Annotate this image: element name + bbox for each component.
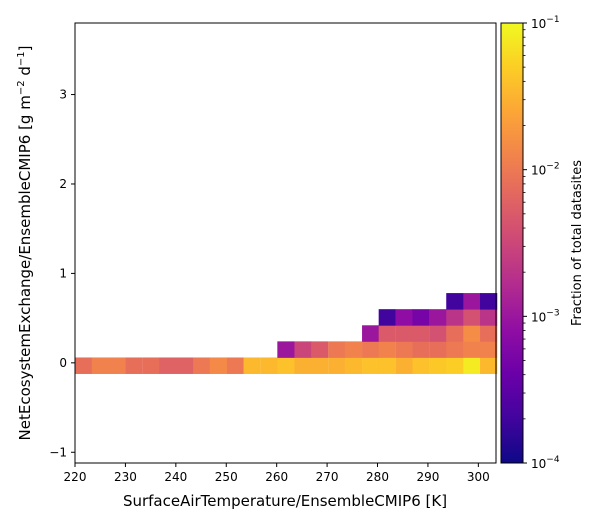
x-tick-label: 280	[366, 470, 389, 484]
heatmap-cell	[75, 357, 93, 374]
x-tick-label: 230	[114, 470, 137, 484]
heatmap-cell	[395, 357, 414, 374]
heatmap-cell	[91, 357, 110, 374]
heatmap-cell	[108, 357, 127, 374]
heatmap-cell	[446, 325, 464, 342]
y-axis-label-sup2: −1	[16, 51, 27, 66]
y-tick-label: 2	[59, 177, 67, 191]
heatmap-cell	[446, 309, 464, 326]
heatmap-cell	[311, 357, 329, 374]
heatmap-cell	[480, 357, 498, 374]
heatmap-cell	[378, 325, 396, 342]
x-axis-ticks: 220 230 240 250 260 270 280 290 300	[64, 463, 490, 484]
heatmap-cell	[294, 357, 312, 374]
heatmap-cell	[412, 325, 430, 342]
heatmap-cell	[446, 341, 464, 358]
y-axis-label-mid: d	[16, 66, 34, 80]
y-tick-label: 3	[59, 88, 67, 102]
colorbar-ticks: 10−4 10−3 10−2 10−1	[523, 15, 560, 471]
heatmap-cell	[294, 341, 312, 358]
x-tick-label: 250	[215, 470, 238, 484]
heatmap-cell	[362, 325, 380, 342]
heatmap-cell	[209, 357, 228, 374]
heatmap-cell	[344, 341, 363, 358]
y-axis-ticks: −1 0 1 2 3	[49, 88, 75, 459]
heatmap-cell	[463, 357, 481, 374]
heatmap-cell	[395, 325, 414, 342]
heatmap-cell	[159, 357, 177, 374]
colorbar-tick-label: 10−3	[531, 308, 560, 324]
colorbar-tick-label: 10−1	[531, 15, 560, 31]
heatmap-cell	[311, 341, 329, 358]
heatmap-cell	[429, 341, 447, 358]
x-axis-label: SurfaceAirTemperature/EnsembleCMIP6 [K]	[123, 492, 447, 510]
heatmap-cell	[463, 325, 481, 342]
y-axis-label: NetEcosystemExchange/EnsembleCMIP6 [g m−…	[16, 46, 34, 441]
heatmap-cell	[125, 357, 143, 374]
y-tick-label: 0	[59, 356, 67, 370]
heatmap-cell	[463, 341, 481, 358]
heatmap-cell	[429, 325, 447, 342]
heatmap-cell	[463, 309, 481, 326]
plot-frame	[74, 22, 497, 464]
heatmap-cell	[243, 357, 261, 374]
heatmap-cell	[260, 357, 278, 374]
heatmap-cell	[480, 341, 498, 358]
heatmap-cell	[446, 293, 464, 310]
y-axis-label-end: ]	[16, 46, 34, 52]
heatmap-cell	[193, 357, 211, 374]
heatmap-cell	[362, 341, 380, 358]
heatmap-cell	[378, 357, 396, 374]
heatmap-cell	[429, 309, 447, 326]
heatmap-cell	[463, 293, 481, 310]
heatmap-cell	[328, 357, 346, 374]
heatmap-cell	[480, 325, 498, 342]
heatmap-cell	[378, 309, 396, 326]
heatmap-cells	[75, 293, 498, 374]
colorbar-tick-label: 10−4	[531, 455, 560, 471]
heatmap-cell	[142, 357, 160, 374]
x-tick-label: 300	[467, 470, 490, 484]
heatmap-cell	[480, 293, 498, 310]
heatmap-cell	[446, 357, 464, 374]
heatmap-cell	[176, 357, 194, 374]
heatmap-cell	[412, 341, 430, 358]
x-tick-label: 220	[64, 470, 87, 484]
y-tick-label: −1	[49, 445, 67, 459]
heatmap-cell	[395, 341, 414, 358]
heatmap-cell	[412, 309, 430, 326]
heatmap-cell	[480, 309, 498, 326]
colorbar-tick-label: 10−2	[531, 162, 560, 178]
heatmap-cell	[226, 357, 245, 374]
x-tick-label: 240	[164, 470, 187, 484]
colorbar-label: Fraction of total datasites	[570, 160, 585, 326]
heatmap-cell	[344, 357, 363, 374]
heatmap-cell	[378, 341, 396, 358]
heatmap-cell	[429, 357, 447, 374]
y-axis-label-sup1: −2	[16, 80, 27, 95]
heatmap-cell	[277, 357, 295, 374]
heatmap-cell	[412, 357, 430, 374]
y-axis-label-main: NetEcosystemExchange/EnsembleCMIP6 [g m	[16, 95, 34, 440]
heatmap-cell	[328, 341, 346, 358]
x-tick-label: 260	[265, 470, 288, 484]
heatmap-cell	[395, 309, 414, 326]
x-tick-label: 290	[416, 470, 439, 484]
y-tick-label: 1	[59, 266, 67, 280]
colorbar	[500, 22, 524, 464]
heatmap-cell	[277, 341, 295, 358]
x-tick-label: 270	[316, 470, 339, 484]
heatmap-cell	[362, 357, 380, 374]
